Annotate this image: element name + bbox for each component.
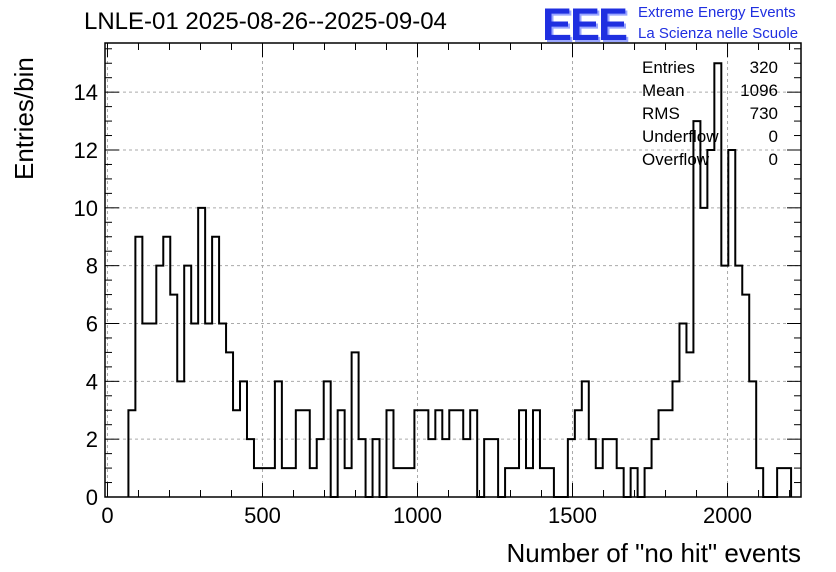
stat-value: 0 [768,150,778,169]
stat-row-entries: Entries 320 [642,58,778,81]
stat-row-underflow: Underflow 0 [642,127,778,150]
y-tick-label: 6 [86,311,98,336]
y-tick-label: 10 [74,196,98,221]
stat-value: 320 [749,58,778,77]
y-axis-label: Entries/bin [9,57,39,180]
x-tick-label: 0 [101,503,113,528]
histogram-outline [127,62,793,498]
x-tick-label: 1000 [393,503,442,528]
y-tick-label: 2 [86,427,98,452]
stat-row-overflow: Overflow 0 [642,150,778,173]
stat-label: RMS [642,104,680,123]
stat-value: 1096 [740,81,778,100]
stat-label: Overflow [642,150,710,169]
eee-logo: EEE [542,0,628,50]
stat-value: 730 [749,104,778,123]
plot-frame [104,42,802,498]
stat-label: Underflow [642,127,719,146]
y-tick-label: 0 [86,485,98,510]
x-tick-label: 500 [244,503,281,528]
y-tick-label: 4 [86,369,98,394]
x-axis-label: Number of "no hit" events [507,538,802,568]
y-tick-label: 12 [74,138,98,163]
stat-row-mean: Mean 1096 [642,81,778,104]
x-tick-label: 2000 [703,503,752,528]
chart-title: LNLE-01 2025-08-26--2025-09-04 [84,8,447,35]
stat-value: 0 [768,127,778,146]
stat-label: Entries [642,58,695,77]
logo-caption-line2: La Scienza nelle Scuole [638,25,799,42]
stats-box: Entries 320 Mean 1096 RMS 730 Underflow … [642,58,778,173]
stat-label: Mean [642,81,685,100]
logo-caption-line1: Extreme Energy Events [638,4,796,21]
y-tick-label: 8 [86,254,98,279]
axis-ticks: 0 500 1000 1500 2000 0 2 4 6 8 10 12 14 [74,43,801,528]
x-tick-label: 1500 [548,503,597,528]
stat-row-rms: RMS 730 [642,104,778,127]
y-tick-label: 14 [74,80,98,105]
